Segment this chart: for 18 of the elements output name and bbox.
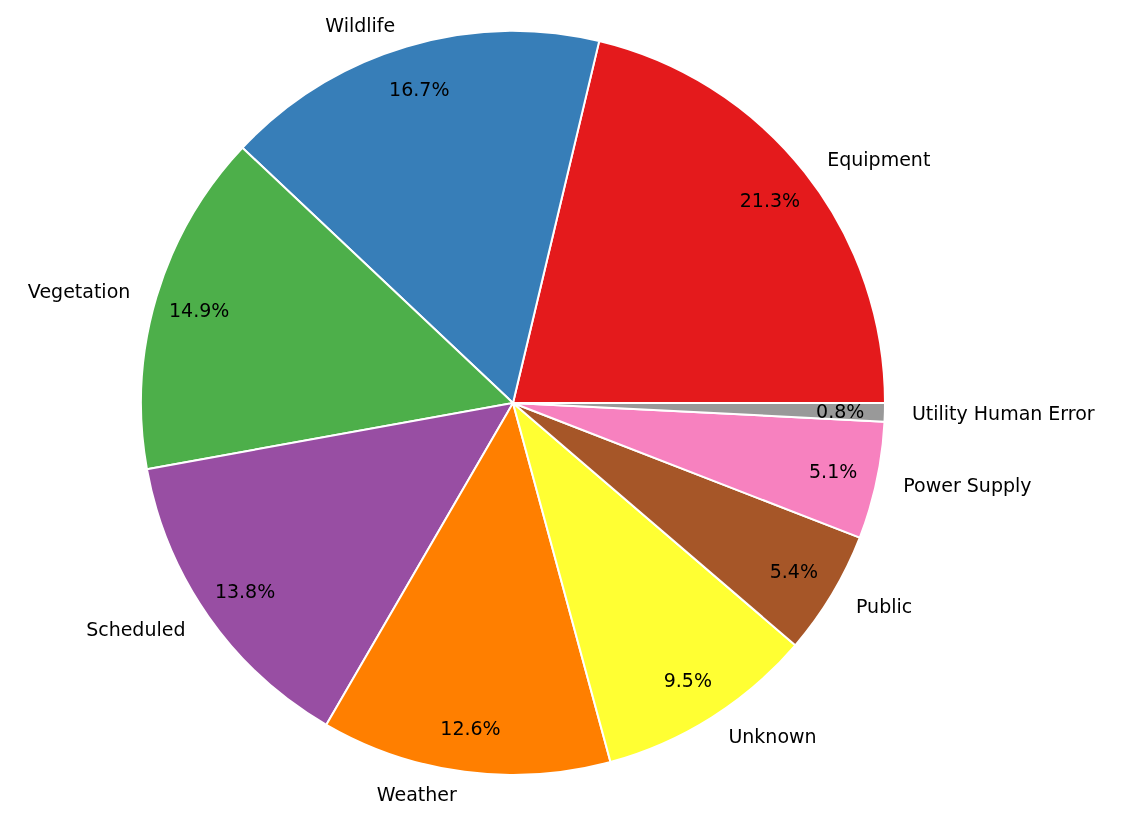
data-label: 12.6% — [440, 716, 501, 739]
slice-label: Scheduled — [86, 618, 186, 641]
slice-label: Weather — [376, 782, 458, 805]
data-label: 16.7% — [389, 78, 450, 101]
slice-label: Unknown — [728, 725, 817, 748]
data-label: 0.8% — [816, 400, 865, 423]
slice-label: Vegetation — [27, 279, 131, 302]
data-label: 13.8% — [214, 580, 276, 603]
data-label: 5.4% — [769, 560, 818, 583]
data-label: 21.3% — [739, 189, 801, 212]
data-label: 14.9% — [169, 298, 230, 321]
data-label: 9.5% — [663, 668, 712, 691]
data-label: 5.1% — [809, 460, 858, 483]
slice-label: Utility Human Error — [911, 401, 1095, 424]
slice-label: Public — [855, 594, 913, 617]
slice-label: Power Supply — [903, 474, 1032, 497]
slice-label: Equipment — [827, 147, 931, 170]
slice-label: Wildlife — [325, 14, 396, 37]
